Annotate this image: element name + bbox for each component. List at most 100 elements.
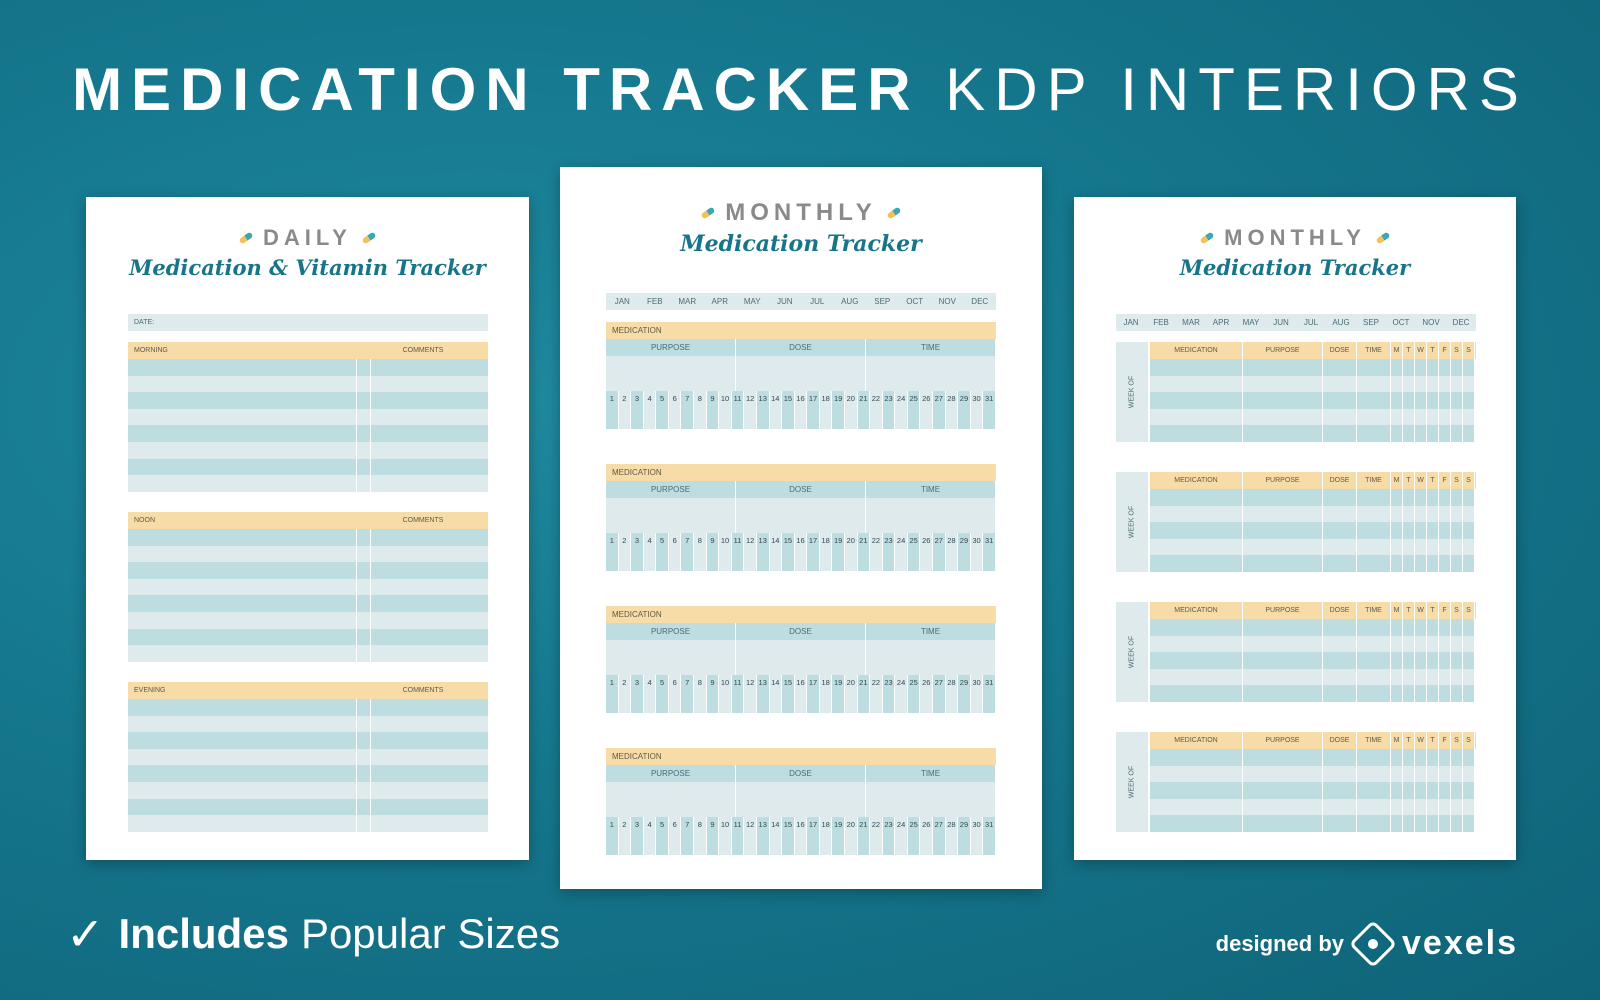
column-purpose: PURPOSE — [1243, 602, 1323, 619]
section-header: MORNING COMMENTS — [128, 342, 488, 359]
day-checkbox — [1427, 798, 1439, 816]
day-checkbox — [807, 691, 819, 713]
day-cell: 25 — [907, 391, 921, 429]
day-cell: 13 — [756, 391, 770, 429]
day-checkbox — [1463, 619, 1475, 636]
day-number: 13 — [756, 391, 769, 407]
entry-cell — [1323, 635, 1357, 653]
medication-label: MEDICATION — [606, 322, 996, 339]
day-cell: 7 — [681, 817, 695, 855]
day-cell: 4 — [643, 675, 657, 713]
day-checkbox — [1391, 668, 1403, 686]
day-cell: 5 — [656, 533, 669, 571]
day-checkbox — [870, 549, 882, 571]
entry-cell — [866, 356, 996, 391]
day-cell: 8 — [694, 533, 707, 571]
section-header: NOON COMMENTS — [128, 512, 488, 529]
day-checkbox — [970, 549, 983, 571]
entry-cell — [1323, 765, 1357, 783]
weekday-label: S — [1451, 602, 1463, 619]
comments-label: COMMENTS — [402, 687, 444, 694]
week-row — [1150, 798, 1476, 816]
column-purpose: PURPOSE — [1243, 342, 1323, 359]
day-number: 22 — [870, 817, 882, 833]
day-checkbox — [694, 833, 706, 855]
day-number: 14 — [769, 533, 782, 549]
day-checkbox — [1427, 782, 1439, 799]
day-checkbox — [618, 549, 631, 571]
week-block: WEEK OF MEDICATION PURPOSE DOSE TIME M T W T F S S — [1116, 602, 1476, 702]
week-grid: MEDICATION PURPOSE DOSE TIME M T W T F S S — [1150, 472, 1476, 572]
headline-light: KDP INTERIORS — [945, 56, 1528, 123]
month-label: SEP — [874, 297, 891, 306]
entry-cell — [1357, 359, 1391, 376]
entry-cell — [1357, 619, 1391, 636]
entry-cell — [1150, 489, 1243, 506]
day-checkbox — [1463, 522, 1475, 539]
entry-cell — [1150, 425, 1243, 442]
day-checkbox — [1427, 392, 1439, 409]
day-checkbox — [1415, 505, 1427, 523]
day-number: 23 — [882, 675, 895, 691]
day-number: 5 — [656, 533, 668, 549]
day-checkbox — [1403, 522, 1415, 539]
day-cell: 31 — [983, 675, 996, 713]
entry-cell — [1243, 782, 1323, 799]
entry-cell — [1243, 668, 1323, 686]
sub-column-time: TIME — [866, 481, 996, 498]
day-number: 26 — [920, 817, 933, 833]
day-checkbox — [769, 833, 782, 855]
day-checkbox — [1451, 619, 1463, 636]
day-number: 17 — [807, 391, 819, 407]
day-checkbox — [920, 549, 933, 571]
monthly-tracker-page: MONTHLY Medication Tracker JAN FEB MAR APR M… — [560, 167, 1042, 889]
entry-row — [128, 765, 488, 782]
entry-cell — [1150, 635, 1243, 653]
day-checkbox — [970, 691, 983, 713]
weekday-label: F — [1439, 732, 1451, 749]
day-checkbox — [1451, 815, 1463, 832]
section-label: NOON — [134, 517, 155, 524]
day-number: 19 — [832, 391, 844, 407]
day-checkbox — [1391, 375, 1403, 393]
day-checkbox — [1403, 685, 1415, 702]
day-number: 12 — [744, 675, 756, 691]
day-cell: 22 — [870, 675, 883, 713]
day-cell: 6 — [668, 391, 682, 429]
entry-cell — [1150, 782, 1243, 799]
daily-heading: DAILY Medication & Vitamin Tracker — [86, 225, 529, 280]
monthly-b-heading: MONTHLY Medication Tracker — [1074, 225, 1516, 280]
month-label: OCT — [906, 297, 924, 306]
entry-cell — [1323, 668, 1357, 686]
day-checkbox — [1451, 522, 1463, 539]
sub-column-purpose: PURPOSE — [606, 623, 736, 640]
entry-row — [128, 545, 488, 563]
day-checkbox — [1451, 505, 1463, 523]
day-checkbox — [731, 833, 744, 855]
week-row — [1150, 522, 1476, 539]
column-divider — [356, 699, 357, 832]
entry-cell — [1323, 522, 1357, 539]
sub-column-headers: PURPOSE DOSE TIME — [606, 339, 996, 356]
day-cell: 31 — [983, 391, 996, 429]
day-checkbox — [983, 549, 995, 571]
entry-cell — [736, 498, 866, 533]
day-checkbox — [1439, 522, 1451, 539]
day-checkbox — [1415, 522, 1427, 539]
entry-row — [128, 475, 488, 492]
day-checkbox — [1415, 652, 1427, 669]
week-row — [1150, 425, 1476, 442]
day-checkbox — [1463, 652, 1475, 669]
sub-column-headers: PURPOSE DOSE TIME — [606, 765, 996, 782]
day-number: 19 — [832, 675, 844, 691]
day-number: 6 — [668, 675, 681, 691]
week-row — [1150, 392, 1476, 409]
day-number: 20 — [844, 391, 857, 407]
day-number: 3 — [631, 391, 643, 407]
day-checkbox — [870, 407, 882, 429]
weekday-label: T — [1403, 732, 1415, 749]
day-cell: 19 — [832, 533, 845, 571]
day-checkbox — [1403, 619, 1415, 636]
day-checkbox — [1391, 505, 1403, 523]
day-checkbox — [1439, 765, 1451, 783]
